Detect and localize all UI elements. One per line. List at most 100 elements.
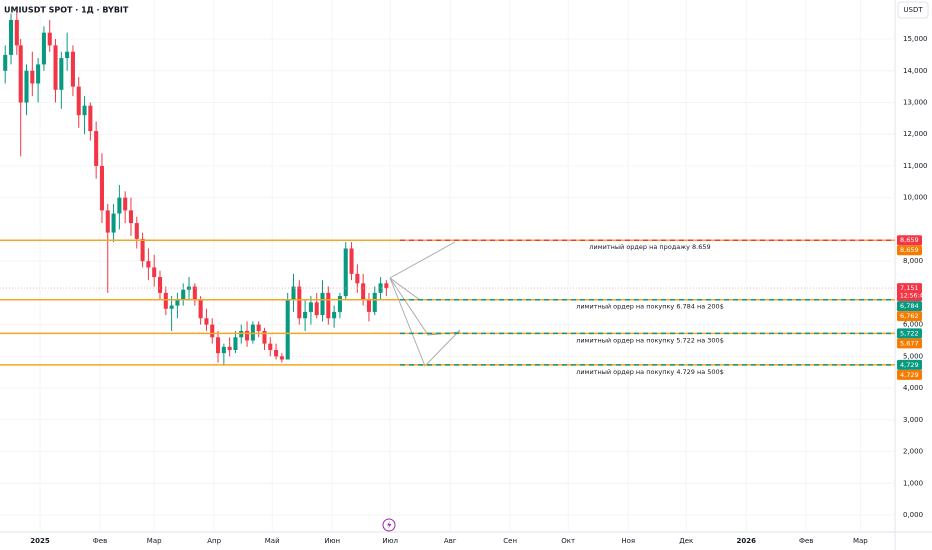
candle-body	[8, 19, 14, 55]
plot	[0, 0, 895, 532]
candle-body	[99, 165, 104, 211]
candle-body	[163, 292, 168, 309]
candle-body	[210, 324, 215, 338]
candle-body	[30, 70, 35, 84]
price-label-box	[897, 369, 922, 380]
y-tick-label: 8,000	[903, 257, 923, 265]
candle-body	[24, 70, 29, 103]
candle-body	[245, 330, 250, 341]
y-tick-label: 3,000	[903, 416, 923, 424]
price-timer: 12:56:43	[900, 293, 927, 300]
candle-body	[308, 302, 313, 312]
event-icon-bolt	[387, 521, 392, 529]
candle-body	[303, 311, 308, 319]
price-label: 6,784	[900, 302, 919, 310]
price-label: 4,729	[900, 361, 919, 369]
candle-body	[198, 299, 203, 319]
x-tick-label: Апр	[207, 537, 221, 545]
y-tick-label: 1,000	[903, 479, 923, 487]
candle-body	[355, 273, 360, 284]
y-tick-label: 10,000	[903, 194, 928, 202]
x-tick-label: Фев	[93, 537, 107, 545]
x-tick-label: Май	[265, 537, 280, 545]
y-tick-label: 6,000	[903, 321, 923, 329]
level-label: лимитный ордер на покупку 5.722 на 300$	[576, 336, 724, 344]
candle-body	[233, 337, 238, 350]
price-label-box	[897, 235, 922, 246]
candle-body	[216, 337, 221, 354]
candle-body	[268, 343, 273, 350]
candle-body	[221, 346, 226, 354]
candle-body	[332, 311, 337, 319]
candle-body	[256, 324, 261, 331]
candle-body	[337, 296, 342, 312]
candle-body	[279, 356, 284, 360]
x-tick-label: Фев	[799, 537, 813, 545]
candle-body	[152, 267, 157, 278]
price-label: 5,722	[900, 329, 919, 337]
candle-body	[361, 283, 366, 300]
chart-title: UMIUSDT SPOT · 1Д · BYBIT	[4, 6, 129, 15]
level-label: лимитный ордер на покупку 4.729 на 500$	[576, 368, 724, 376]
candle-body	[314, 302, 319, 316]
x-tick-label: Июл	[382, 537, 398, 545]
candle-body	[53, 45, 58, 90]
candle-body	[117, 197, 122, 214]
candle-body	[41, 32, 46, 65]
candle-body	[76, 86, 81, 116]
y-tick-label: 11,000	[903, 162, 928, 170]
candle-body	[14, 19, 19, 46]
y-tick-label: 12,000	[903, 130, 928, 138]
candle-body	[250, 324, 255, 341]
x-tick-label: Сен	[503, 537, 517, 545]
price-label-box	[897, 328, 922, 339]
candle-body	[128, 210, 134, 224]
x-tick-label: 2025	[30, 537, 50, 545]
y-tick-label: 13,000	[903, 98, 928, 106]
candle-body	[285, 299, 290, 360]
candle-body	[274, 349, 279, 357]
candle-body	[36, 64, 41, 84]
price-label-box	[897, 283, 922, 302]
candle-body	[320, 292, 325, 316]
candle-body	[134, 223, 139, 239]
candle-body	[3, 54, 8, 71]
candle-body	[262, 330, 267, 344]
y-tick-label: 0,000	[903, 511, 923, 519]
candle-body	[169, 305, 174, 309]
candle-body	[378, 283, 383, 293]
price-label-box	[897, 338, 922, 349]
candle-body	[88, 105, 93, 132]
candle-body	[181, 289, 186, 300]
y-tick-label: 15,000	[903, 35, 928, 43]
candle-body	[349, 248, 354, 274]
price-label-box	[897, 359, 922, 370]
currency: USDT	[903, 6, 923, 14]
candle-body	[291, 286, 296, 300]
candle-body	[94, 131, 99, 166]
y-tick-label: 14,000	[903, 67, 928, 75]
candle-body	[140, 238, 145, 262]
price-label: 6,762	[900, 312, 919, 320]
y-tick-label: 2,000	[903, 448, 923, 456]
candle-body	[192, 286, 197, 300]
candle-body	[65, 51, 70, 59]
candle-body	[204, 318, 209, 325]
candle-body	[18, 45, 23, 103]
candle-body	[146, 261, 151, 268]
price-label-box	[897, 311, 922, 322]
currency-box[interactable]	[897, 1, 929, 19]
projection-line	[389, 241, 456, 279]
candle-body	[111, 213, 116, 233]
projection-line	[389, 277, 461, 367]
candle-body	[227, 346, 232, 350]
x-tick-label: Мар	[147, 537, 162, 545]
candle-body	[82, 105, 87, 116]
candle-body	[297, 286, 302, 319]
price-label: 5,677	[900, 339, 919, 347]
price-label: 8,659	[900, 236, 919, 244]
candle-body	[326, 292, 331, 319]
level-label: лимитный ордер на покупку 6.784 на 200$	[576, 303, 724, 311]
